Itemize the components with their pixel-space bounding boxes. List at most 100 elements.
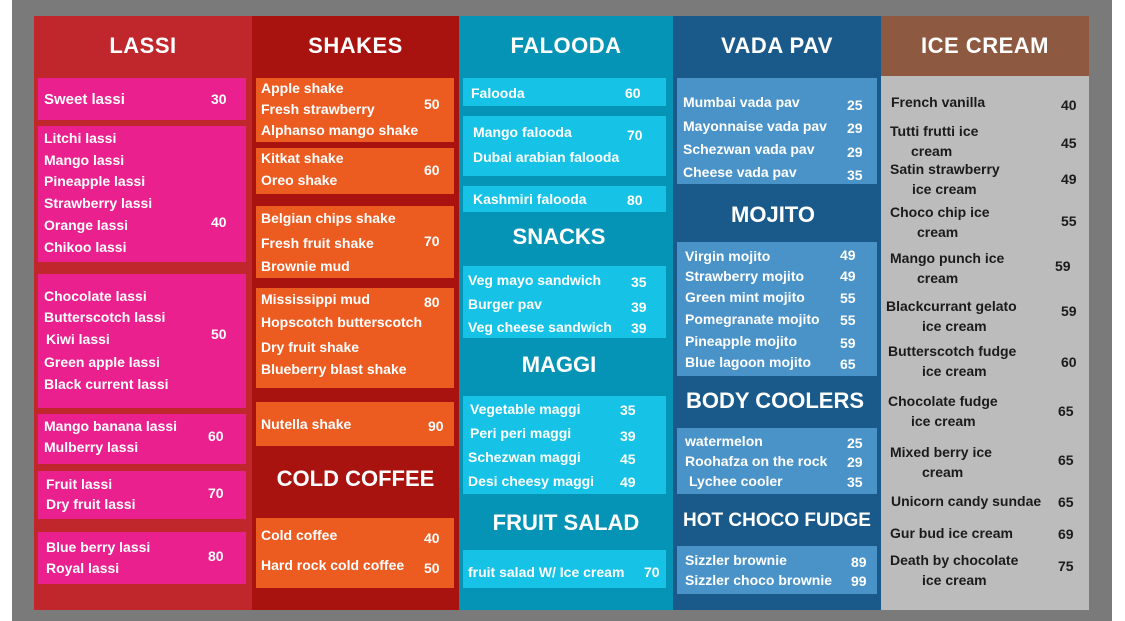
price: 49	[1061, 171, 1077, 187]
menu-item: Unicorn candy sundae	[891, 493, 1042, 509]
price: 55	[1061, 213, 1077, 229]
menu-item: Falooda	[471, 85, 525, 101]
snacks-box: Veg mayo sandwich 35 Burger pav 39 Veg c…	[463, 266, 666, 338]
price: 59	[840, 335, 856, 351]
maggi-box: Vegetable maggi 35 Peri peri maggi 39 Sc…	[463, 396, 666, 494]
menu-item: Veg mayo sandwich	[468, 272, 602, 288]
menu-item: Mixed berry ice	[890, 444, 992, 460]
menu-item: Sizzler brownie	[685, 552, 787, 568]
price: 29	[847, 454, 863, 470]
menu-item: Gur bud ice cream	[890, 525, 1013, 541]
price: 50	[211, 326, 227, 342]
menu-item: Kiwi lassi	[46, 331, 110, 347]
menu-item: fruit salad W/ Ice cream	[468, 564, 625, 580]
price: 55	[840, 312, 856, 328]
price: 39	[620, 428, 636, 444]
vada-pav-title: VADA PAV	[721, 33, 833, 58]
price: 39	[631, 320, 647, 336]
menu-item: Mango banana lassi	[44, 418, 178, 434]
menu-item: Kashmiri falooda	[473, 191, 587, 207]
menu-item: Butterscotch fudge	[888, 343, 1017, 359]
price: 80	[424, 294, 440, 310]
menu-item: cream	[922, 464, 964, 480]
menu-item: Blue lagoon mojito	[685, 354, 811, 370]
menu-item: Green mint mojito	[685, 289, 805, 305]
price: 75	[1058, 558, 1074, 574]
shakes-group-4: Mississippi mud Hopscotch butterscotch D…	[256, 288, 454, 388]
price: 40	[211, 214, 227, 230]
menu-item: Mango punch ice	[890, 250, 1005, 266]
menu-item: Chocolate fudge	[888, 393, 998, 409]
price: 65	[1058, 403, 1074, 419]
menu-item: Cheese vada pav	[683, 164, 797, 180]
menu-item: Nutella shake	[261, 416, 352, 432]
hot-choco-fudge-box: Sizzler brownie 89 Sizzler choco brownie…	[677, 546, 877, 594]
price: 35	[631, 274, 647, 290]
menu-item: French vanilla	[891, 94, 986, 110]
shakes-group-1: Apple shake Fresh strawberry Alphanso ma…	[256, 78, 454, 142]
menu-item: Desi cheesy maggi	[468, 473, 595, 489]
vada-pav-box: Mumbai vada pav 25 Mayonnaise vada pav 2…	[677, 78, 877, 184]
menu-item: Dubai arabian falooda	[473, 149, 620, 165]
price: 49	[620, 474, 636, 490]
menu-item: ice cream	[922, 363, 987, 379]
lassi-group-6: Blue berry lassi Royal lassi 80	[38, 532, 246, 584]
menu-item: Pineapple lassi	[44, 173, 146, 189]
price: 60	[424, 162, 440, 178]
price: 29	[847, 144, 863, 160]
menu-item: Brownie mud	[261, 258, 350, 274]
price: 35	[847, 167, 863, 183]
menu-item: Tutti frutti ice	[890, 123, 979, 139]
lassi-title: LASSI	[109, 33, 177, 58]
falooda-box-2: Mango falooda 70 Dubai arabian falooda	[463, 116, 666, 176]
price: 55	[840, 290, 856, 306]
price: 59	[1061, 303, 1077, 319]
price: 65	[840, 356, 856, 372]
menu-item: Choco chip ice	[890, 204, 990, 220]
menu-item: Death by chocolate	[890, 552, 1019, 568]
price: 70	[627, 127, 643, 143]
price: 45	[1061, 135, 1077, 151]
menu-item: Blue berry lassi	[46, 539, 151, 555]
menu-item: Sizzler choco brownie	[685, 572, 833, 588]
menu-item: ice cream	[922, 572, 987, 588]
menu-item: Mayonnaise vada pav	[683, 118, 827, 134]
lassi-group-1: Sweet lassi 30	[38, 78, 246, 120]
price: 65	[1058, 494, 1074, 510]
body-coolers-title: BODY COOLERS	[685, 388, 865, 413]
menu-item: Lychee cooler	[689, 473, 783, 489]
price: 60	[208, 428, 224, 444]
price: 40	[1061, 97, 1077, 113]
price: 40	[424, 530, 440, 546]
lassi-group-5: Fruit lassi Dry fruit lassi 70	[38, 471, 246, 519]
menu-item: ice cream	[912, 181, 977, 197]
menu-item: Chikoo lassi	[44, 239, 127, 255]
menu-item: Pomegranate mojito	[685, 311, 820, 327]
menu-item: Hopscotch butterscotch	[261, 314, 423, 330]
menu-item: Burger pav	[468, 296, 542, 312]
menu-item: Veg cheese sandwich	[468, 319, 612, 335]
menu-item: Mumbai vada pav	[683, 94, 800, 110]
menu-item: Belgian chips shake	[261, 210, 396, 226]
menu-item: Fresh strawberry	[261, 101, 375, 117]
menu-item: Mississippi mud	[261, 291, 370, 307]
price: 89	[851, 554, 867, 570]
menu-item: Sweet lassi	[44, 91, 125, 108]
shakes-title: SHAKES	[308, 33, 403, 58]
menu-item: Vegetable maggi	[470, 401, 581, 417]
snacks-title: SNACKS	[512, 224, 606, 249]
price: 60	[625, 85, 641, 101]
menu-item: Litchi lassi	[44, 130, 117, 146]
price: 35	[847, 474, 863, 490]
falooda-box-1: Falooda 60	[463, 78, 666, 106]
menu-item: ice cream	[911, 413, 976, 429]
menu-item: cream	[911, 143, 953, 159]
price: 80	[627, 192, 643, 208]
price: 25	[847, 97, 863, 113]
menu-item: Orange lassi	[44, 217, 129, 233]
menu-item: Schezwan maggi	[468, 449, 581, 465]
price: 70	[424, 233, 440, 249]
menu-item: ice cream	[922, 318, 987, 334]
price: 49	[840, 268, 856, 284]
menu-item: Black current lassi	[44, 376, 169, 392]
